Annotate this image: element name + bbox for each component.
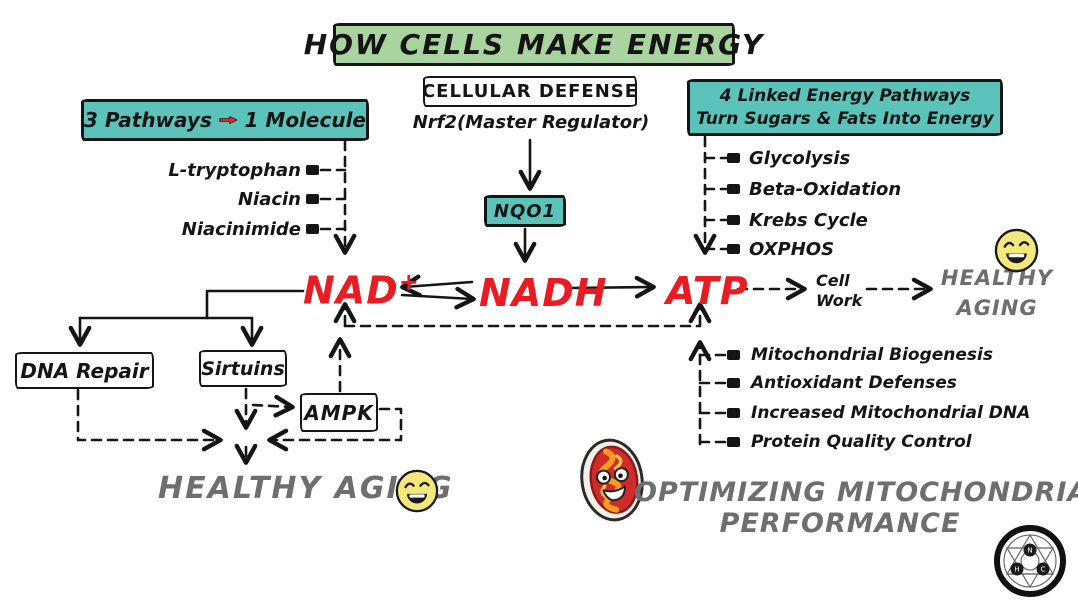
logo-node-c: C xyxy=(1041,566,1046,574)
healthy-aging-right-label: HEALTHY AGING xyxy=(936,263,1058,324)
cellular-defense-box: CELLULAR DEFENSE xyxy=(422,76,637,107)
four-pathways-box: 4 Linked Energy Pathways Turn Sugars & F… xyxy=(687,79,1003,136)
list-item-increased-mitochondrial-dna: Increased Mitochondrial DNA xyxy=(751,403,1031,423)
list-item-beta-oxidation: Beta-Oxidation xyxy=(749,179,902,200)
cell-work-label: Cell Work xyxy=(816,271,862,311)
brand-logo-icon: N H C xyxy=(994,525,1066,597)
nad-plus-superscript: + xyxy=(398,268,420,296)
four-pathways-line2: Turn Sugars & Fats Into Energy xyxy=(696,108,994,129)
page-title: HOW CELLS MAKE ENERGY xyxy=(304,23,762,66)
optimizing-line2: PERFORMANCE xyxy=(719,508,961,540)
logo-node-h: H xyxy=(1014,566,1019,574)
cell-work-line1: Cell xyxy=(816,271,850,290)
optimizing-performance-label: OPTIMIZING MITOCHONDRIAL PERFORMANCE xyxy=(634,477,1078,540)
atp-molecule-label: ATP xyxy=(666,269,749,313)
list-item-glycolysis: Glycolysis xyxy=(749,148,851,169)
list-item-mitochondrial-biogenesis: Mitochondrial Biogenesis xyxy=(751,345,993,365)
nqo1-box: NQO1 xyxy=(484,195,566,227)
healthy-aging-right-line1: HEALTHY xyxy=(940,266,1054,290)
mitochondria-cartoon-icon xyxy=(580,438,644,522)
red-arrow-icon xyxy=(219,115,238,125)
list-item-niacinimide: Niacinimide xyxy=(181,219,301,240)
nad-molecule-label: NAD+ xyxy=(303,268,420,313)
list-item-protein-quality-control: Protein Quality Control xyxy=(751,432,972,452)
nrf2-label: Nrf2(Master Regulator) xyxy=(412,112,650,133)
list-item-oxphos: OXPHOS xyxy=(749,239,835,260)
nadh-molecule-label: NADH xyxy=(479,271,608,315)
optimizing-line1: OPTIMIZING MITOCHONDRIAL xyxy=(634,477,1078,508)
logo-node-n: N xyxy=(1027,547,1032,555)
smiley-face-icon xyxy=(994,228,1039,273)
nad-text: NAD xyxy=(303,268,399,313)
list-item-l-tryptophan: L-tryptophan xyxy=(168,160,301,181)
healthy-aging-right-line2: AGING xyxy=(956,296,1038,321)
list-item-niacin: Niacin xyxy=(237,189,301,210)
cell-work-line2: Work xyxy=(816,291,863,310)
list-item-antioxidant-defenses: Antioxidant Defenses xyxy=(751,373,957,393)
ampk-box: AMPK xyxy=(300,393,378,432)
sirtuins-box: Sirtuins xyxy=(199,350,287,387)
smiley-face-icon xyxy=(395,469,439,513)
four-pathways-line1: 4 Linked Energy Pathways xyxy=(719,85,971,106)
dna-repair-box: DNA Repair xyxy=(15,352,154,389)
three-pathways-box: 3 Pathways 1 Molecule xyxy=(81,99,369,141)
three-pathways-label: 3 Pathways xyxy=(84,108,212,132)
one-molecule-label: 1 Molecule xyxy=(244,108,366,132)
list-item-krebs-cycle: Krebs Cycle xyxy=(749,210,868,231)
